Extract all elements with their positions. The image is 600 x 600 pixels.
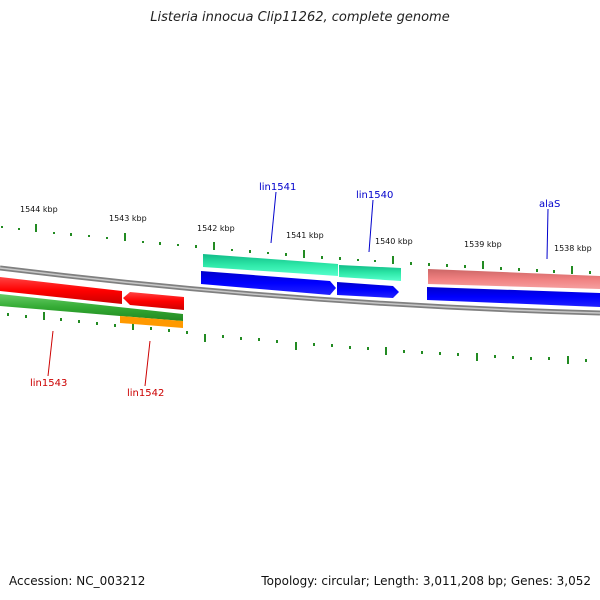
forward-feature-band [203, 254, 600, 289]
scale-label: 1540 kbp [375, 237, 413, 246]
feature-block [120, 316, 183, 328]
topology-text: Topology: circular; Length: 3,011,208 bp… [261, 574, 591, 588]
map-title: Listeria innocua Clip11262, complete gen… [150, 10, 450, 25]
scale-label: 1542 kbp [197, 224, 235, 233]
cds-arrow [0, 277, 122, 304]
cds-arrow [427, 287, 600, 307]
feature-block [339, 265, 401, 281]
accession-text: Accession: NC_003212 [9, 574, 146, 588]
reverse-feature-band [0, 294, 183, 328]
forward-cds-band [201, 271, 600, 307]
inner-tick-ring [7, 312, 587, 364]
gene-label-lin1542: lin1542 [127, 388, 164, 399]
feature-block [428, 269, 600, 289]
scale-label: 1539 kbp [464, 240, 502, 249]
gene-label-lin1541: lin1541 [259, 182, 296, 193]
gene-labels: lin1541 lin1540 alaS lin1543 lin1542 [30, 182, 560, 399]
cds-arrow [337, 282, 399, 298]
scale-label: 1541 kbp [286, 231, 324, 240]
gene-label-alaS: alaS [539, 199, 560, 210]
reverse-cds-band [0, 277, 184, 310]
feature-block [203, 254, 338, 276]
gene-label-lin1543: lin1543 [30, 378, 67, 389]
scale-label: 1543 kbp [109, 214, 147, 223]
scale-label: 1538 kbp [554, 244, 592, 253]
cds-arrow [201, 271, 336, 295]
scale-label: 1544 kbp [20, 205, 58, 214]
cds-arrow [123, 292, 184, 310]
outer-tick-ring [1, 224, 591, 274]
scale-labels: 1544 kbp 1543 kbp 1542 kbp 1541 kbp 1540… [20, 205, 592, 253]
gene-label-lin1540: lin1540 [356, 190, 393, 201]
feature-block [0, 294, 183, 321]
